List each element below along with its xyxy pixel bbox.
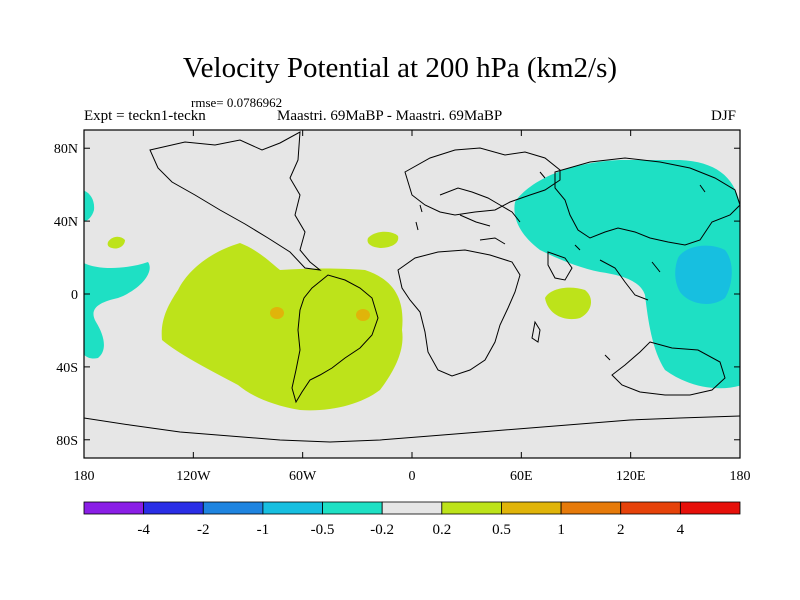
axis-ticks <box>83 130 741 458</box>
colorbar-swatch <box>143 501 204 515</box>
lat-tick-label: 0 <box>71 288 78 303</box>
lat-tick-label: 40S <box>56 361 78 376</box>
positive-anomaly-pacific <box>107 236 125 249</box>
colorbar-swatch <box>381 501 443 515</box>
lon-tick-label: 120E <box>616 469 646 484</box>
colorbar-labels: -4 -2 -1 -0.5 -0.2 0.2 0.5 1 2 4 <box>137 522 684 538</box>
colorbar-swatch <box>620 501 681 515</box>
colorbar-swatch <box>560 501 622 515</box>
lat-tick-label: 80S <box>56 434 78 449</box>
negative-anomaly-dateline-north <box>84 190 95 222</box>
moderate-anomaly-west <box>270 307 284 319</box>
coastline-asia <box>554 157 740 246</box>
lon-tick-label: 120W <box>176 469 211 484</box>
coastline-antarctica <box>84 415 740 443</box>
positive-anomaly-africa <box>545 287 592 320</box>
coastline-madagascar <box>531 320 541 343</box>
lat-tick-label: 80N <box>54 142 78 157</box>
colorbar-label: -2 <box>197 522 210 538</box>
colorbar-swatch <box>202 501 264 515</box>
cases-label: Maastri. 69MaBP - Maastri. 69MaBP <box>277 108 503 124</box>
chart-title: Velocity Potential at 200 hPa (km2/s) <box>182 52 618 84</box>
colorbar-swatch <box>322 501 383 515</box>
colorbar-swatch <box>679 501 741 515</box>
colorbar-swatch <box>83 501 145 515</box>
colorbar-label: -0.5 <box>311 522 335 538</box>
positive-anomaly-americas <box>161 243 403 411</box>
colorbar-label: 2 <box>617 522 625 538</box>
lon-tick-label: 180 <box>730 469 751 484</box>
coastline-islands <box>415 171 706 361</box>
coastline-south-america <box>291 274 379 404</box>
lon-tick-label: 0 <box>409 469 416 484</box>
season-label: DJF <box>711 108 737 124</box>
lat-tick-label: 40N <box>54 215 78 230</box>
colorbar-swatch <box>501 501 562 515</box>
map-panel <box>84 130 740 458</box>
experiment-label: Expt = teckn1-teckn <box>84 108 206 124</box>
lon-tick-label: 180 <box>74 469 95 484</box>
colorbar-label: 0.5 <box>492 522 511 538</box>
coastline-north-america <box>149 131 322 271</box>
coastline-southeast-asia <box>599 259 661 301</box>
coastline-australia-antarctica <box>611 341 726 396</box>
coastline-india <box>547 251 573 281</box>
colorbar <box>83 501 741 515</box>
negative-anomaly-core <box>675 245 732 304</box>
colorbar-label: 1 <box>557 522 565 538</box>
lon-tick-label: 60W <box>289 469 317 484</box>
coastline-europe <box>404 147 561 216</box>
axis-tick-labels: 180 120W 60W 0 60E 120E 180 80N 40N 0 40S 80S <box>54 142 751 484</box>
positive-anomaly-north-atlantic <box>367 231 399 248</box>
colorbar-swatch <box>262 501 323 515</box>
colorbar-label: 4 <box>677 522 685 538</box>
colorbar-label: -1 <box>257 522 270 538</box>
moderate-anomaly-east <box>356 309 370 321</box>
colorbar-swatch <box>441 501 502 515</box>
coastline-africa <box>397 249 521 377</box>
coastlines <box>84 131 740 443</box>
colorbar-label: -4 <box>137 522 150 538</box>
lon-tick-label: 60E <box>510 469 533 484</box>
negative-anomaly-dateline-south <box>84 262 150 359</box>
colorbar-label: 0.2 <box>432 522 451 538</box>
coastline-europe-islands <box>439 187 521 245</box>
colorbar-label: -0.2 <box>370 522 394 538</box>
rmse-label: rmse= 0.0786962 <box>191 95 283 110</box>
